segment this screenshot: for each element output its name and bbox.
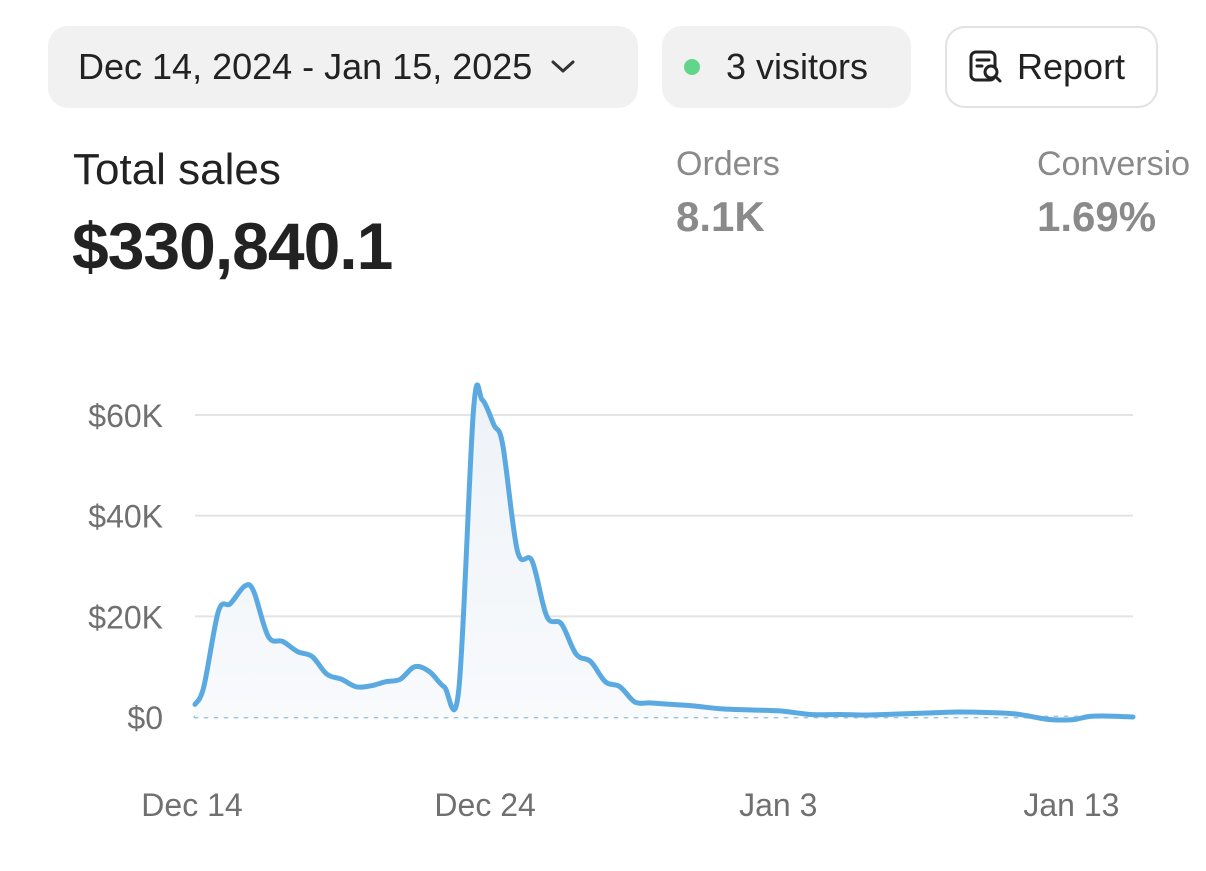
y-tick-label: $20K [88, 599, 163, 635]
report-button[interactable]: Report [945, 26, 1158, 108]
orders-value: 8.1K [676, 193, 765, 240]
conversion-value: 1.69% [1037, 193, 1157, 240]
sales-chart: $0 $20K $40K $60K Dec 14 Dec 24 Jan 3 Jan 13 [88, 382, 1136, 823]
live-visitors-badge[interactable]: 3 visitors [662, 26, 911, 108]
x-tick-label: Dec 14 [141, 787, 242, 823]
y-tick-label: $0 [127, 700, 163, 736]
x-tick-label: Jan 3 [739, 787, 817, 823]
visitors-count: 3 visitors [726, 46, 869, 87]
y-tick-label: $40K [88, 499, 163, 535]
date-range-label: Dec 14, 2024 - Jan 15, 2025 [78, 46, 533, 87]
x-tick-label: Dec 24 [434, 787, 535, 823]
x-tick-label: Jan 13 [1023, 787, 1119, 823]
report-search-icon [967, 48, 1005, 86]
y-tick-label: $60K [88, 398, 163, 434]
conversion-label: Conversio [1037, 145, 1191, 183]
status-dot-icon [684, 59, 700, 75]
sales-series-line [192, 382, 1136, 723]
date-range-selector[interactable]: Dec 14, 2024 - Jan 15, 2025 [48, 26, 638, 108]
total-sales-label: Total sales [73, 145, 281, 194]
orders-label: Orders [676, 145, 780, 183]
chevron-down-icon [550, 59, 576, 75]
sales-area-fill [195, 384, 1133, 721]
report-label: Report [1017, 46, 1126, 87]
total-sales-value: $330,840.1 [72, 209, 393, 283]
